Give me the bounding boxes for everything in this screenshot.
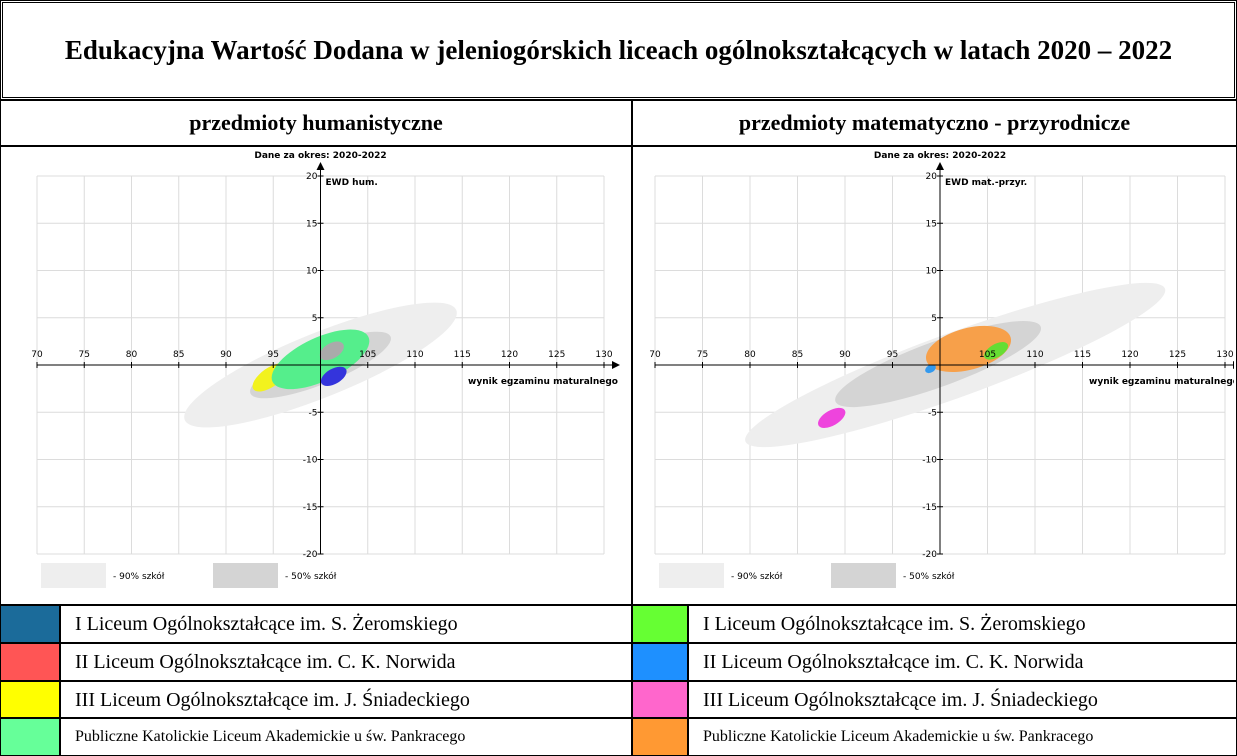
x-tick-label: 95 xyxy=(887,350,898,360)
y-axis-arrow xyxy=(936,162,944,170)
chart-cell: 70 75 80 85 90 95 105 110 115 120 125 130 -20 -15 -10-… xyxy=(632,146,1237,605)
x-tick-label: 105 xyxy=(359,350,376,360)
column-header: przedmioty matematyczno - przyrodnicze xyxy=(632,100,1237,146)
band-legend-label: - 50% szkół xyxy=(285,571,337,582)
school-ellipse xyxy=(925,364,936,374)
band-legend-swatch xyxy=(831,563,896,588)
x-tick-label: 80 xyxy=(126,350,138,360)
y-tick-label: -15 xyxy=(303,503,318,513)
legend-swatch xyxy=(632,680,688,719)
legend-label: I Liceum Ogólnokształcące im. S. Żeromsk… xyxy=(60,605,632,643)
x-tick-label: 80 xyxy=(744,350,756,360)
y-tick-label: 5 xyxy=(312,314,318,324)
legend-label: II Liceum Ogólnokształcące im. C. K. Nor… xyxy=(688,642,1237,681)
x-axis-label: wynik egzaminu maturalnego xyxy=(1089,377,1234,387)
y-tick-label: 5 xyxy=(931,314,937,324)
legend-label: II Liceum Ogólnokształcące im. C. K. Nor… xyxy=(60,642,632,681)
y-tick-label: 20 xyxy=(306,172,318,182)
legend-swatch xyxy=(0,605,60,643)
y-tick-label: -5 xyxy=(928,408,937,418)
y-tick-label: 15 xyxy=(926,219,937,229)
x-tick-label: 85 xyxy=(792,350,803,360)
school-ellipse xyxy=(984,342,1009,360)
x-axis-arrow xyxy=(612,361,620,369)
legend-label: Publiczne Katolickie Liceum Akademickie … xyxy=(60,718,632,756)
page-title: Edukacyjna Wartość Dodana w jeleniogórsk… xyxy=(0,0,1237,100)
school-ellipse xyxy=(925,325,1012,372)
school-ellipse xyxy=(319,341,344,361)
chart-title: Dane za okres: 2020-2022 xyxy=(254,151,386,161)
band-legend-swatch xyxy=(41,563,106,588)
x-tick-label: 125 xyxy=(1169,350,1186,360)
legend-swatch xyxy=(0,718,60,756)
y-tick-label: 10 xyxy=(306,267,318,277)
y-axis-label: EWD mat.-przyr. xyxy=(945,178,1027,188)
y-tick-label: -15 xyxy=(922,503,937,513)
legend-label: I Liceum Ogólnokształcące im. S. Żeromsk… xyxy=(688,605,1237,643)
x-tick-label: 120 xyxy=(1121,350,1138,360)
x-tick-label: 70 xyxy=(31,350,43,360)
y-tick-label: 20 xyxy=(926,172,938,182)
x-tick-label: 105 xyxy=(979,350,996,360)
x-tick-label: 90 xyxy=(220,350,232,360)
y-axis-label: EWD hum. xyxy=(326,178,378,188)
band-legend-label: - 50% szkół xyxy=(903,571,955,582)
band-legend-swatch xyxy=(213,563,278,588)
legend-swatch xyxy=(632,642,688,681)
legend-swatch xyxy=(0,680,60,719)
chart: 70 75 80 85 90 95 105 110 115 120 125 130-20-15-10-… xyxy=(31,151,620,588)
x-tick-label: 115 xyxy=(454,350,471,360)
y-tick-label: -20 xyxy=(922,550,937,560)
legend-label: Publiczne Katolickie Liceum Akademickie … xyxy=(688,718,1237,756)
legend-swatch xyxy=(632,605,688,643)
x-tick-label: 130 xyxy=(1216,350,1233,360)
legend-swatch xyxy=(0,642,60,681)
x-tick-label: 115 xyxy=(1074,350,1091,360)
legend-label: III Liceum Ogólnokształcące im. J. Śniad… xyxy=(60,680,632,719)
x-tick-label: 85 xyxy=(173,350,184,360)
y-tick-label: 15 xyxy=(306,219,317,229)
y-tick-label: -5 xyxy=(309,408,318,418)
x-tick-label: 75 xyxy=(79,350,90,360)
y-tick-label: -10 xyxy=(303,456,318,466)
x-tick-label: 120 xyxy=(501,350,518,360)
band-legend-label: - 90% szkół xyxy=(731,571,783,582)
x-tick-label: 95 xyxy=(268,350,279,360)
legend-label: III Liceum Ogólnokształcące im. J. Śniad… xyxy=(688,680,1237,719)
x-axis-label: wynik egzaminu maturalnego xyxy=(468,377,618,387)
x-tick-label: 125 xyxy=(548,350,565,360)
band-legend-swatch xyxy=(659,563,724,588)
x-tick-label: 90 xyxy=(839,350,851,360)
y-tick-label: -20 xyxy=(303,550,318,560)
x-axis-arrow xyxy=(1233,361,1237,369)
x-tick-label: 110 xyxy=(1026,350,1043,360)
chart: 70 75 80 85 90 95 105 110 115 120 125 130-20-15-10-… xyxy=(649,151,1237,588)
chart-title: Dane za okres: 2020-2022 xyxy=(874,151,1006,161)
y-tick-label: -10 xyxy=(922,456,937,466)
school-ellipse xyxy=(818,407,846,428)
chart-cell: 70 75 80 85 90 95 105 110 115 120 125 130 -20 -15 -10-… xyxy=(0,146,632,605)
x-tick-label: 110 xyxy=(406,350,423,360)
legend-swatch xyxy=(632,718,688,756)
school-ellipse xyxy=(320,366,347,386)
x-tick-label: 75 xyxy=(697,350,708,360)
x-tick-label: 70 xyxy=(649,350,661,360)
band-legend-label: - 90% szkół xyxy=(113,571,165,582)
x-tick-label: 130 xyxy=(595,350,612,360)
y-axis-arrow xyxy=(316,162,325,170)
y-tick-label: 10 xyxy=(926,267,938,277)
column-header: przedmioty humanistyczne xyxy=(0,100,632,146)
